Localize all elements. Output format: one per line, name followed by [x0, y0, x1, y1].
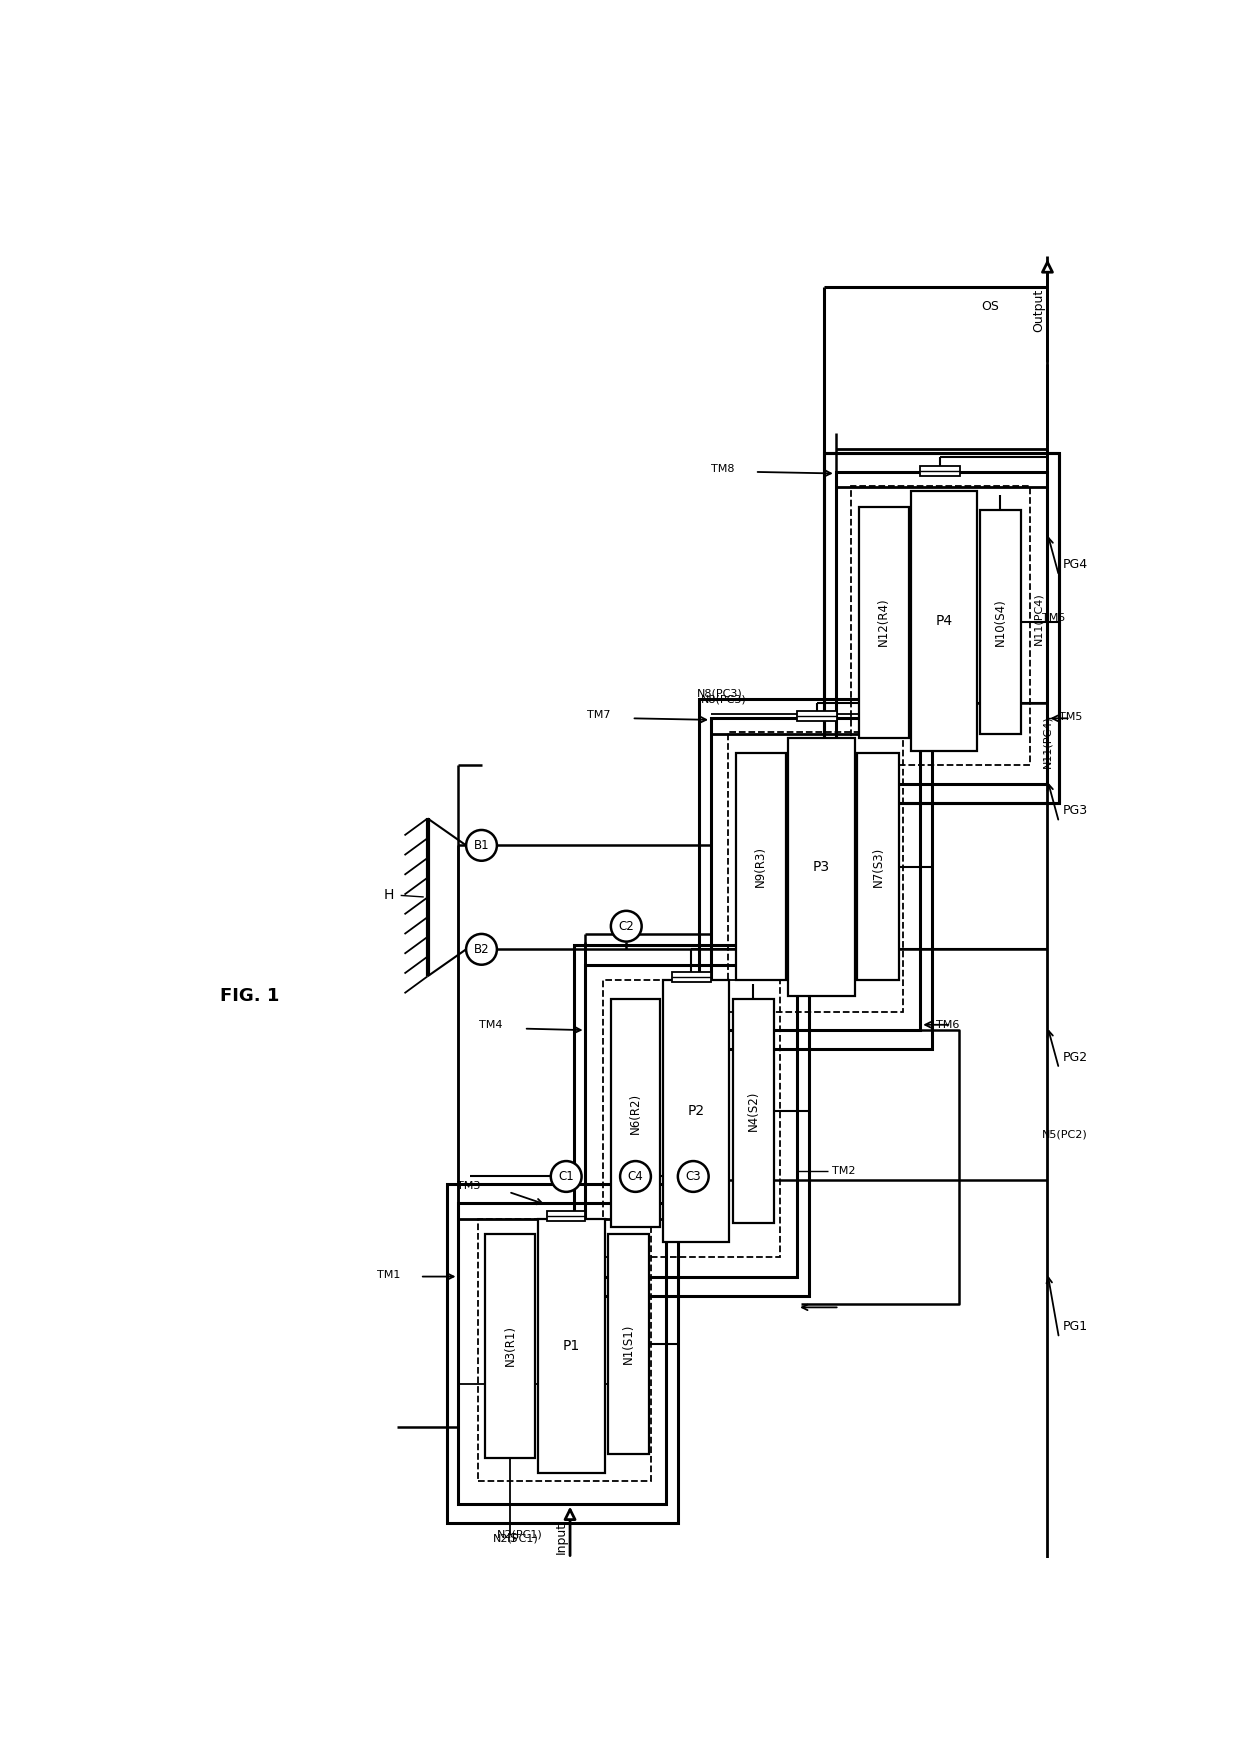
Text: N10(S4): N10(S4) [993, 599, 1007, 646]
Bar [574, 946, 808, 1296]
Text: N2(PC1): N2(PC1) [497, 1530, 543, 1539]
Bar [911, 492, 977, 751]
Bar [733, 1000, 774, 1222]
Text: IS: IS [506, 1532, 518, 1544]
Bar [672, 972, 711, 982]
Text: N9(R3): N9(R3) [754, 846, 768, 888]
Circle shape [620, 1161, 651, 1192]
Circle shape [611, 911, 641, 942]
Text: P4: P4 [935, 615, 952, 629]
Text: FIG. 1: FIG. 1 [219, 986, 279, 1005]
Text: PG2: PG2 [1063, 1051, 1087, 1063]
Text: B2: B2 [474, 942, 490, 956]
Text: C4: C4 [627, 1170, 644, 1184]
Bar [797, 711, 837, 721]
Bar [611, 1000, 660, 1226]
Text: N7(S3): N7(S3) [872, 846, 884, 886]
Text: N8(PC3): N8(PC3) [701, 693, 746, 704]
Bar [547, 1212, 585, 1220]
Circle shape [551, 1161, 582, 1192]
Bar [787, 737, 854, 996]
Text: TM2: TM2 [832, 1166, 856, 1177]
Bar [836, 473, 1048, 784]
Bar [699, 699, 932, 1049]
Bar [825, 454, 1059, 804]
Bar [603, 981, 780, 1257]
Bar [459, 1203, 666, 1504]
Bar [728, 732, 904, 1012]
Bar [446, 1184, 678, 1523]
Bar [859, 506, 909, 737]
Text: TM5: TM5 [1059, 711, 1083, 721]
Text: PG1: PG1 [1063, 1320, 1087, 1333]
Bar [538, 1219, 605, 1473]
Bar [711, 718, 920, 1030]
Text: TM5: TM5 [1042, 613, 1065, 623]
Bar [585, 965, 797, 1276]
Text: TM3: TM3 [456, 1182, 480, 1191]
Text: N2(PC1): N2(PC1) [494, 1534, 539, 1543]
Bar [857, 753, 899, 981]
Text: P3: P3 [813, 860, 830, 874]
Text: C2: C2 [619, 919, 634, 933]
Bar [663, 981, 729, 1241]
Circle shape [678, 1161, 708, 1192]
Text: Output: Output [1032, 289, 1045, 333]
Text: N12(R4): N12(R4) [878, 597, 890, 646]
Text: OS: OS [981, 299, 998, 313]
Text: C1: C1 [558, 1170, 574, 1184]
Text: TM6: TM6 [936, 1019, 960, 1030]
Bar [477, 1219, 651, 1481]
Text: N6(R2): N6(R2) [629, 1093, 642, 1133]
Text: TM1: TM1 [377, 1269, 401, 1280]
Text: TM7: TM7 [588, 711, 611, 720]
Bar [608, 1234, 650, 1453]
Bar [920, 466, 961, 476]
Text: N3(R1): N3(R1) [503, 1326, 517, 1366]
Circle shape [466, 830, 497, 861]
Text: P2: P2 [688, 1105, 704, 1119]
Text: B1: B1 [474, 839, 490, 853]
Text: TM8: TM8 [711, 464, 734, 475]
Text: N4(S2): N4(S2) [746, 1091, 760, 1131]
Text: N5(PC2): N5(PC2) [1042, 1129, 1087, 1140]
Text: C3: C3 [686, 1170, 701, 1184]
Bar [980, 511, 1021, 734]
Text: N1(S1): N1(S1) [622, 1324, 635, 1364]
Bar [735, 753, 786, 981]
Text: PG4: PG4 [1063, 559, 1087, 571]
Circle shape [466, 933, 497, 965]
Text: H: H [384, 888, 394, 902]
Text: P1: P1 [563, 1340, 580, 1354]
Bar [851, 485, 1029, 765]
Text: N8(PC3): N8(PC3) [697, 688, 743, 699]
Text: N11(PC4): N11(PC4) [1033, 592, 1043, 644]
Text: TM4: TM4 [479, 1019, 502, 1030]
Text: N11(PC4): N11(PC4) [1042, 714, 1052, 767]
Text: PG3: PG3 [1063, 804, 1087, 818]
Text: Input: Input [554, 1522, 568, 1555]
Bar [485, 1234, 536, 1457]
